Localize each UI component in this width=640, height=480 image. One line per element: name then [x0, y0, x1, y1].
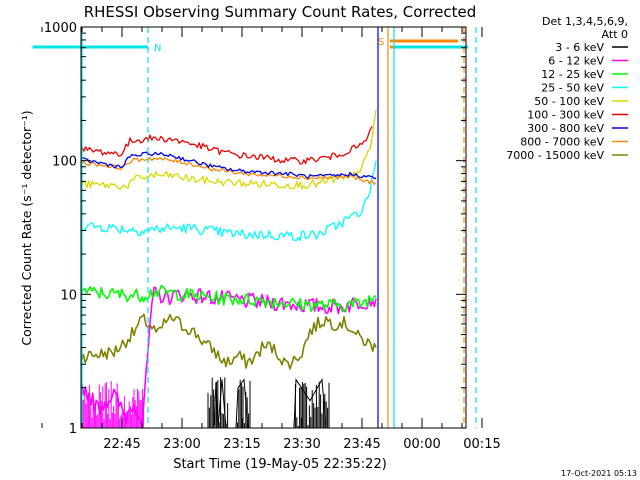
y-tick-label: 100 [52, 155, 77, 170]
legend-entry-label: 6 - 12 keV [548, 55, 604, 68]
y-tick: 100 [52, 155, 466, 170]
series-800-7000keV-kev [81, 156, 377, 186]
x-tick-label: 23:30 [283, 437, 320, 452]
legend-entry-label: 25 - 50 keV [541, 82, 604, 95]
series-100-300keV-kev [81, 126, 373, 165]
legend-title-line: Det 1,3,4,5,6,9, [542, 15, 628, 28]
legend-entry: 100 - 300 keV [527, 109, 628, 122]
y-tick-label: 1000 [44, 21, 77, 36]
series-12-25keV-kev [81, 284, 377, 313]
annotation-s-label: S [378, 37, 384, 48]
legend-entry: 50 - 100 keV [534, 95, 628, 108]
series-7000-15000keV-kev [81, 313, 377, 370]
legend-entry: 6 - 12 keV [548, 55, 628, 68]
x-tick-label: 23:45 [343, 437, 380, 452]
x-tick-label: 00:00 [403, 437, 440, 452]
y-tick: 1000 [44, 21, 466, 36]
plot-frame [80, 26, 467, 429]
x-tick: 23:45 [343, 27, 381, 452]
x-axis: 22:45 23:00 23:15 23:30 23:45 00:00 00:15 [41, 27, 501, 452]
annotation-n: N [32, 27, 161, 428]
legend-entry: 300 - 800 keV [527, 122, 628, 135]
legend-entry-label: 12 - 25 keV [541, 68, 604, 81]
legend-entry: 800 - 7000 keV [520, 136, 628, 149]
legend-entry-label: 100 - 300 keV [527, 109, 604, 122]
series-25-50keV-kev [81, 160, 377, 242]
footer-date: 17-Oct-2021 05:13 [561, 469, 637, 478]
y-tick-label: 10 [60, 288, 77, 303]
legend-entry-label: 3 - 6 keV [555, 41, 604, 54]
x-tick: 23:30 [283, 27, 321, 452]
x-tick-label: 23:15 [223, 437, 260, 452]
x-axis-label: Start Time (19-May-05 22:35:22) [173, 457, 387, 472]
annotation-n-label: N [154, 43, 161, 54]
x-tick-label: 00:15 [463, 437, 500, 452]
legend-entry-label: 800 - 7000 keV [520, 136, 604, 149]
x-tick: 00:00 [403, 27, 441, 452]
annotation-s: S [378, 27, 468, 428]
legend-entry: 12 - 25 keV [541, 68, 628, 81]
y-axis: 1 10 100 1000 [44, 21, 466, 437]
legend-title-line: Att 0 [602, 28, 628, 41]
series-300-800keV-kev [81, 151, 377, 180]
x-tick-label: 23:00 [163, 437, 200, 452]
series-3-6-kev [207, 377, 346, 428]
y-tick-label: 1 [69, 422, 77, 437]
chart-title: RHESSI Observing Summary Count Rates, Co… [84, 3, 477, 21]
series-50-100keV-kev [81, 109, 377, 191]
series-layer [81, 109, 377, 428]
legend-entry-label: 300 - 800 keV [527, 122, 604, 135]
legend-entry: 25 - 50 keV [541, 82, 628, 95]
legend-entry: 3 - 6 keV [555, 41, 628, 54]
series-6-12-kev-floor [81, 380, 145, 428]
annotation-layer: NS [32, 27, 477, 428]
x-tick-label: 22:45 [103, 437, 140, 452]
legend-entry-label: 50 - 100 keV [534, 95, 604, 108]
legend-entry: 7000 - 15000 keV [506, 149, 628, 162]
y-tick: 1 [69, 422, 466, 437]
y-axis-label: Corrected Count Rate (s⁻¹ detector⁻¹) [19, 110, 34, 345]
x-tick: 22:45 [103, 27, 141, 452]
x-tick: 23:15 [223, 27, 261, 452]
x-tick: 23:00 [163, 27, 201, 452]
legend-entry-label: 7000 - 15000 keV [506, 149, 604, 162]
y-tick: 10 [60, 288, 466, 303]
x-tick: 00:15 [463, 27, 501, 452]
